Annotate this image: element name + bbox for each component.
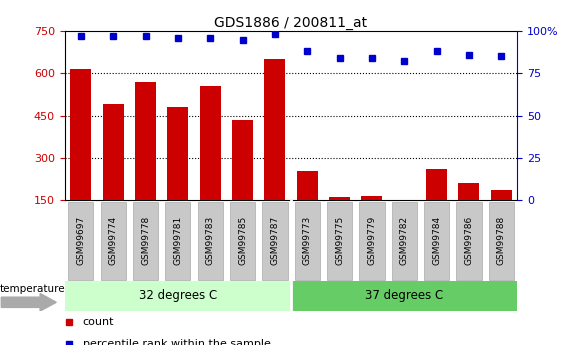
Bar — [491, 190, 512, 242]
FancyBboxPatch shape — [133, 202, 158, 279]
FancyBboxPatch shape — [230, 202, 255, 279]
Text: percentile rank within the sample: percentile rank within the sample — [83, 339, 270, 345]
FancyBboxPatch shape — [165, 202, 191, 279]
Bar — [135, 82, 156, 242]
Bar — [459, 183, 479, 242]
Bar — [394, 201, 415, 242]
Bar — [297, 170, 318, 242]
FancyBboxPatch shape — [65, 281, 291, 310]
Text: GSM99779: GSM99779 — [368, 216, 376, 265]
FancyBboxPatch shape — [392, 202, 417, 279]
Text: GSM99774: GSM99774 — [109, 216, 118, 265]
Text: GSM99778: GSM99778 — [141, 216, 150, 265]
FancyBboxPatch shape — [291, 281, 517, 310]
Bar — [200, 86, 220, 242]
Text: GSM99782: GSM99782 — [400, 216, 409, 265]
FancyBboxPatch shape — [262, 202, 288, 279]
Text: GSM99788: GSM99788 — [497, 216, 506, 265]
Bar — [232, 120, 253, 242]
Text: temperature: temperature — [0, 284, 66, 294]
Text: GSM99785: GSM99785 — [238, 216, 247, 265]
Bar — [362, 196, 382, 242]
FancyBboxPatch shape — [424, 202, 449, 279]
FancyBboxPatch shape — [198, 202, 223, 279]
FancyBboxPatch shape — [295, 202, 320, 279]
Text: GSM99697: GSM99697 — [76, 216, 85, 265]
Bar — [103, 104, 123, 242]
Bar — [426, 169, 447, 242]
Text: GSM99787: GSM99787 — [270, 216, 279, 265]
Text: count: count — [83, 317, 114, 327]
FancyBboxPatch shape — [359, 202, 385, 279]
Text: GSM99775: GSM99775 — [335, 216, 344, 265]
FancyBboxPatch shape — [327, 202, 352, 279]
Bar — [329, 197, 350, 242]
FancyBboxPatch shape — [101, 202, 126, 279]
Text: 37 degrees C: 37 degrees C — [365, 289, 443, 302]
FancyBboxPatch shape — [68, 202, 93, 279]
Text: GSM99773: GSM99773 — [303, 216, 312, 265]
Bar — [168, 107, 188, 242]
FancyArrow shape — [1, 294, 56, 311]
Bar — [71, 69, 91, 242]
Text: GSM99783: GSM99783 — [206, 216, 215, 265]
Text: 32 degrees C: 32 degrees C — [139, 289, 217, 302]
Text: GSM99786: GSM99786 — [465, 216, 473, 265]
FancyBboxPatch shape — [489, 202, 514, 279]
Title: GDS1886 / 200811_at: GDS1886 / 200811_at — [215, 16, 368, 30]
FancyBboxPatch shape — [456, 202, 482, 279]
Text: GSM99784: GSM99784 — [432, 216, 441, 265]
Bar — [265, 59, 285, 242]
Text: GSM99781: GSM99781 — [173, 216, 182, 265]
